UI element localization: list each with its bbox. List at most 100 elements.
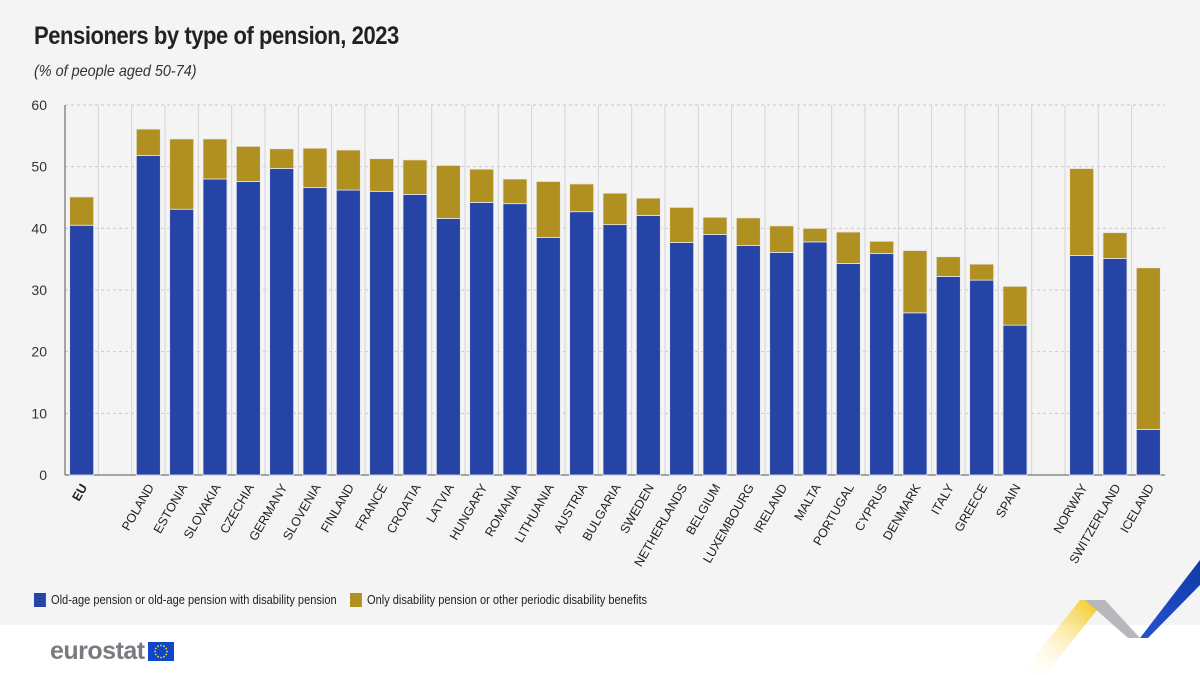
bar-disability-sweden bbox=[635, 197, 661, 216]
x-tick-label: FINLAND bbox=[318, 482, 357, 535]
bar-old-age-switzerland bbox=[1102, 258, 1128, 476]
bar-disability-eu bbox=[69, 196, 95, 226]
decorative-swoosh bbox=[1020, 560, 1200, 675]
bar-disability-luxembourg bbox=[735, 217, 761, 247]
y-tick-label: 0 bbox=[39, 467, 47, 483]
legend-swatch-disability bbox=[350, 592, 362, 607]
eurostat-logo: eurostat bbox=[50, 637, 174, 666]
bar-old-age-france bbox=[369, 190, 395, 476]
star-icon bbox=[164, 653, 167, 656]
bar-old-age-denmark bbox=[902, 312, 928, 476]
bar-old-age-lithuania bbox=[535, 237, 561, 476]
star-icon bbox=[154, 647, 157, 650]
star-icon bbox=[162, 645, 165, 648]
bar-disability-denmark bbox=[902, 250, 928, 314]
x-tick-label: SPAIN bbox=[993, 482, 1023, 521]
y-tick-label: 20 bbox=[31, 344, 47, 360]
bar-old-age-eu bbox=[69, 224, 95, 476]
logo-text: eurostat bbox=[50, 637, 145, 665]
bar-disability-malta bbox=[802, 227, 828, 243]
bar-disability-cyprus bbox=[869, 240, 895, 255]
bar-disability-ireland bbox=[769, 225, 795, 253]
bar-disability-finland bbox=[335, 149, 361, 191]
bar-old-age-estonia bbox=[169, 208, 195, 476]
bar-old-age-ireland bbox=[769, 251, 795, 476]
bar-disability-norway bbox=[1069, 168, 1095, 256]
bar-disability-hungary bbox=[469, 168, 495, 203]
bar-old-age-sweden bbox=[635, 214, 661, 476]
legend-item-disability: Only disability pension or other periodi… bbox=[350, 592, 647, 607]
star-icon bbox=[156, 655, 159, 658]
x-tick-label: MALTA bbox=[792, 481, 824, 523]
bar-disability-switzerland bbox=[1102, 232, 1128, 259]
bar-disability-italy bbox=[935, 256, 961, 277]
bar-old-age-bulgaria bbox=[602, 224, 628, 476]
bar-old-age-belgium bbox=[702, 234, 728, 476]
x-tick-label: CYPRUS bbox=[852, 482, 890, 534]
bar-disability-greece bbox=[969, 263, 995, 281]
legend: Old-age pension or old-age pension with … bbox=[34, 592, 700, 607]
bar-disability-lithuania bbox=[535, 181, 561, 238]
bar-old-age-iceland bbox=[1135, 428, 1161, 476]
x-tick-label: POLAND bbox=[119, 482, 157, 534]
bar-disability-romania bbox=[502, 178, 528, 205]
x-tick-label: FRANCE bbox=[352, 482, 390, 534]
bar-disability-slovakia bbox=[202, 138, 228, 180]
bar-old-age-slovakia bbox=[202, 178, 228, 476]
bar-disability-bulgaria bbox=[602, 192, 628, 226]
bar-old-age-netherlands bbox=[669, 242, 695, 476]
legend-label: Old-age pension or old-age pension with … bbox=[51, 592, 337, 607]
y-tick-label: 10 bbox=[31, 405, 47, 421]
legend-label: Only disability pension or other periodi… bbox=[367, 592, 648, 607]
star-icon bbox=[164, 647, 167, 650]
bar-old-age-spain bbox=[1002, 324, 1028, 476]
star-icon bbox=[162, 655, 165, 658]
chart-panel bbox=[0, 0, 1200, 625]
bar-disability-germany bbox=[269, 148, 295, 169]
bar-old-age-malta bbox=[802, 241, 828, 476]
bar-old-age-portugal bbox=[835, 263, 861, 476]
bar-disability-czechia bbox=[235, 145, 261, 182]
bar-old-age-poland bbox=[135, 155, 161, 476]
star-icon bbox=[159, 656, 162, 659]
bar-old-age-italy bbox=[935, 276, 961, 476]
legend-item-old-age: Old-age pension or old-age pension with … bbox=[34, 592, 337, 607]
bar-disability-slovenia bbox=[302, 147, 328, 189]
bar-old-age-slovenia bbox=[302, 187, 328, 476]
y-tick-label: 40 bbox=[31, 220, 47, 236]
bar-old-age-romania bbox=[502, 203, 528, 476]
star-icon bbox=[165, 650, 168, 653]
bar-old-age-cyprus bbox=[869, 253, 895, 476]
eu-flag-icon bbox=[147, 642, 174, 661]
star-icon bbox=[159, 644, 162, 647]
bar-disability-netherlands bbox=[669, 206, 695, 243]
bar-old-age-norway bbox=[1069, 255, 1095, 476]
bar-disability-latvia bbox=[435, 165, 461, 219]
x-tick-label: ICELAND bbox=[1118, 482, 1157, 536]
legend-swatch-old-age bbox=[34, 592, 46, 607]
bar-disability-austria bbox=[569, 183, 595, 213]
y-tick-label: 60 bbox=[31, 97, 47, 113]
bar-disability-spain bbox=[1002, 285, 1028, 326]
star-icon bbox=[154, 653, 157, 656]
bar-old-age-czechia bbox=[235, 181, 261, 476]
bar-old-age-finland bbox=[335, 189, 361, 476]
bar-disability-portugal bbox=[835, 231, 861, 264]
bar-old-age-croatia bbox=[402, 194, 428, 476]
bar-old-age-latvia bbox=[435, 218, 461, 476]
bar-disability-belgium bbox=[702, 216, 728, 235]
y-tick-label: 30 bbox=[31, 282, 47, 298]
bar-old-age-luxembourg bbox=[735, 245, 761, 476]
bar-old-age-greece bbox=[969, 279, 995, 476]
x-tick-label: GREECE bbox=[952, 482, 991, 535]
bar-old-age-austria bbox=[569, 211, 595, 476]
x-tick-label: LATVIA bbox=[424, 481, 458, 525]
y-tick-label: 50 bbox=[31, 159, 47, 175]
bar-disability-poland bbox=[135, 128, 161, 156]
x-tick-label: EU bbox=[69, 482, 90, 504]
chart-title: Pensioners by type of pension, 2023 bbox=[34, 22, 399, 50]
bar-disability-france bbox=[369, 158, 395, 192]
x-tick-label: ITALY bbox=[928, 481, 957, 517]
